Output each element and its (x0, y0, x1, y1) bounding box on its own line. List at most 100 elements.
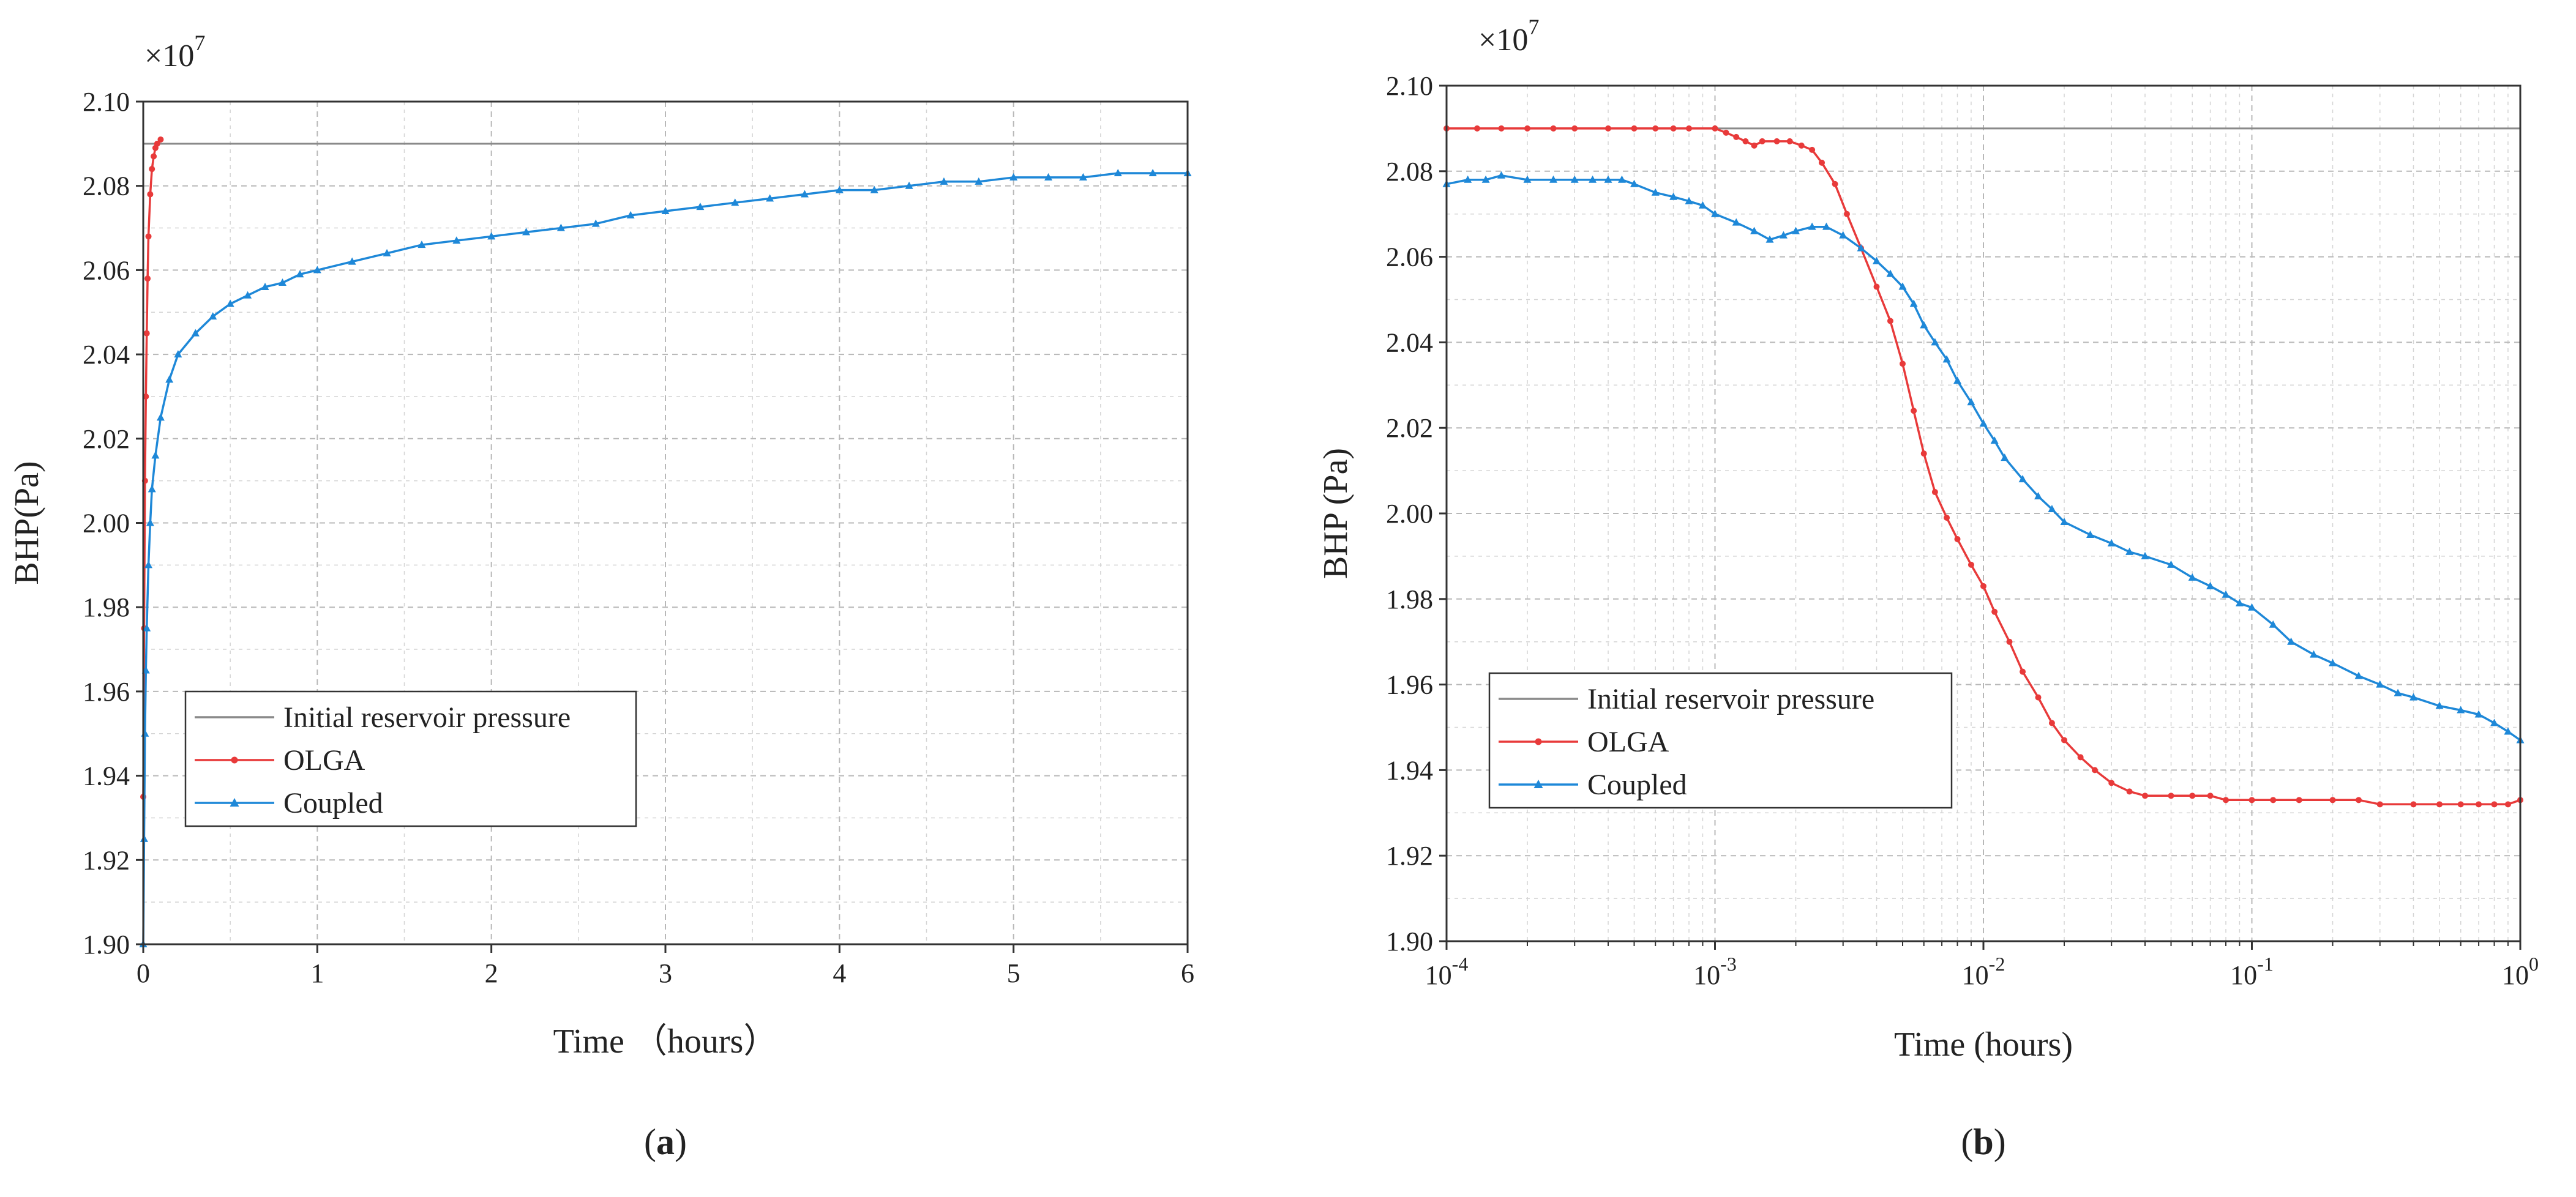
x-tick-label: 5 (1007, 958, 1020, 988)
data-point-olga (2189, 792, 2196, 799)
panel-label: (a) (644, 1122, 687, 1162)
data-point-coupled (696, 203, 705, 211)
x-tick-label: 4 (833, 958, 846, 988)
x-axis-title: Time (hours) (1894, 1026, 2073, 1064)
data-point-coupled (146, 518, 154, 526)
data-point-coupled (905, 181, 913, 189)
data-point-coupled (2060, 517, 2069, 525)
data-point-coupled (1589, 175, 1597, 183)
data-point-olga (1498, 125, 1505, 132)
x-tick-label: 6 (1181, 958, 1194, 988)
data-point-coupled (417, 241, 426, 248)
data-point-coupled (1765, 235, 1774, 243)
legend-label-coupled: Coupled (283, 787, 383, 819)
data-point-coupled (148, 485, 156, 493)
series-group (1442, 125, 2525, 808)
data-point-coupled (1931, 338, 1939, 346)
data-point-coupled (278, 278, 286, 286)
data-point-olga (1571, 125, 1578, 132)
data-point-olga (143, 330, 150, 337)
panel-b-chart: 1.90 1.92 1.94 1.96 1.98 2.00 2.02 2.04 2.06 2.08… (1317, 15, 2539, 1162)
y-tick-label: 1.90 (1386, 927, 1433, 956)
data-point-olga (2035, 694, 2042, 701)
data-point-coupled (1898, 282, 1907, 290)
data-point-olga (1843, 211, 1850, 217)
data-point-coupled (2310, 650, 2318, 658)
data-point-coupled (1886, 269, 1895, 277)
data-point-coupled (2222, 590, 2230, 598)
data-point-coupled (1711, 209, 1719, 217)
data-point-coupled (1967, 398, 1975, 406)
data-point-coupled (731, 198, 739, 206)
data-point-coupled (143, 624, 151, 632)
data-point-coupled (1009, 173, 1018, 181)
data-point-coupled (313, 266, 321, 274)
legend-marker-coupled (1533, 780, 1543, 788)
data-point-olga (2091, 767, 2098, 774)
data-point-coupled (2248, 603, 2256, 611)
data-point-coupled (151, 451, 160, 459)
y-tick-label: 1.90 (83, 930, 130, 960)
data-point-coupled (2166, 560, 2175, 568)
data-point-coupled (1685, 196, 1693, 204)
legend-label-olga: OLGA (1587, 726, 1669, 758)
data-point-coupled (2125, 547, 2134, 555)
data-point-coupled (487, 232, 496, 240)
y-tick-label: 2.10 (83, 87, 130, 117)
legend-label-initial-reservoir-pressure: Initial reservoir pressure (283, 701, 571, 734)
y-tick-label: 2.02 (83, 424, 130, 454)
data-point-olga (144, 275, 151, 282)
data-point-olga (2504, 801, 2511, 808)
y-axis-ticks: 1.90 1.92 1.94 1.96 1.98 2.00 2.02 2.04 2.06 2.08… (1386, 71, 1447, 956)
data-point-olga (2491, 801, 2498, 808)
data-point-coupled (1942, 355, 1951, 363)
y-tick-label: 2.06 (83, 255, 130, 285)
data-point-coupled (1148, 169, 1157, 177)
data-point-olga (2223, 797, 2230, 804)
y-tick-label: 2.00 (83, 509, 130, 539)
data-point-coupled (348, 257, 356, 265)
legend-label-coupled: Coupled (1587, 769, 1687, 801)
data-point-coupled (1698, 201, 1707, 209)
y-tick-label: 1.92 (83, 845, 130, 875)
data-point-olga (1742, 138, 1749, 144)
y-tick-label: 2.02 (1386, 413, 1433, 443)
data-point-coupled (2474, 710, 2483, 718)
data-point-olga (2108, 780, 2115, 786)
data-point-coupled (1732, 218, 1740, 226)
data-point-coupled (522, 228, 531, 236)
data-point-coupled (209, 312, 217, 320)
data-point-olga (154, 140, 160, 147)
legend-label-initial-reservoir-pressure: Initial reservoir pressure (1587, 683, 1874, 715)
x-tick-label: 10-1 (2230, 953, 2274, 990)
data-point-coupled (940, 177, 948, 185)
data-point-olga (149, 166, 155, 173)
data-point-olga (1968, 561, 1974, 568)
data-point-coupled (191, 329, 200, 337)
data-point-olga (2296, 797, 2302, 804)
data-point-coupled (1549, 175, 1557, 183)
data-point-olga (2270, 797, 2277, 804)
data-point-coupled (2269, 620, 2277, 628)
data-point-coupled (383, 248, 391, 256)
legend-marker-olga (1535, 738, 1542, 745)
data-point-olga (143, 393, 149, 400)
data-point-olga (2248, 797, 2255, 804)
data-point-olga (2329, 797, 2336, 804)
data-point-olga (2355, 797, 2362, 804)
data-point-coupled (556, 223, 565, 231)
x-tick-label: 1 (310, 958, 324, 988)
data-point-olga (2061, 737, 2068, 744)
data-point-coupled (2376, 680, 2384, 688)
data-point-olga (2410, 801, 2417, 808)
data-point-olga (1920, 450, 1927, 457)
data-point-coupled (244, 291, 252, 299)
data-point-olga (1832, 181, 1838, 187)
data-point-olga (2207, 792, 2214, 799)
data-point-olga (1605, 125, 1612, 132)
data-point-coupled (1909, 299, 1918, 307)
data-point-coupled (2086, 530, 2094, 538)
data-point-coupled (1808, 222, 1816, 230)
x-tick-label: 2 (485, 958, 498, 988)
y-tick-label: 2.00 (1386, 499, 1433, 529)
